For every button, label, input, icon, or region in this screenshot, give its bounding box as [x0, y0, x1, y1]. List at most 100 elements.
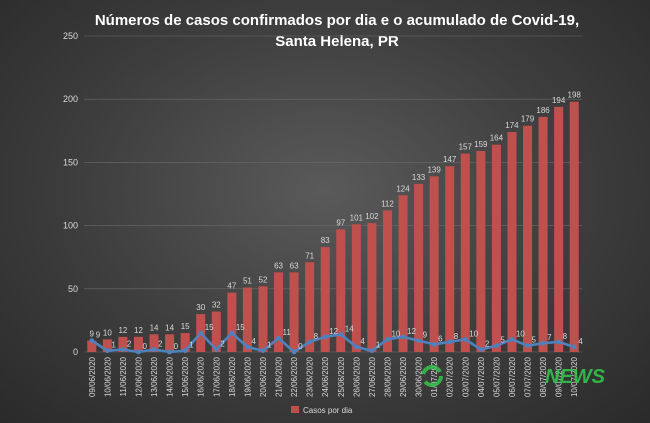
bar — [258, 286, 268, 352]
bar-data-label: 71 — [305, 251, 314, 260]
line-data-label: 11 — [283, 328, 292, 337]
bar — [445, 166, 455, 352]
bar-data-label: 101 — [350, 213, 364, 222]
bar-data-label: 10 — [103, 328, 112, 337]
bar-data-label: 63 — [290, 261, 299, 270]
x-tick-label: 10/07/2020 — [570, 356, 579, 397]
legend-label: Casos por dia — [303, 406, 353, 415]
bar-data-label: 12 — [118, 326, 127, 335]
line-point — [431, 342, 437, 347]
bar — [414, 183, 424, 352]
line-data-label: 15 — [236, 323, 245, 332]
line-data-label: 9 — [96, 331, 101, 340]
line-data-label: 10 — [391, 329, 400, 338]
line-point — [556, 339, 562, 345]
line-point — [245, 344, 250, 350]
x-tick-label: 18/06/2020 — [228, 356, 237, 397]
line-data-label: 8 — [563, 332, 568, 341]
line-point — [104, 348, 110, 354]
line-point — [571, 344, 577, 350]
legend: Casos por dia — [291, 406, 353, 415]
bar-data-label: 139 — [427, 165, 441, 174]
bar — [569, 101, 579, 352]
bar — [320, 247, 330, 352]
bar-data-label: 133 — [412, 173, 426, 182]
line-point — [540, 340, 546, 346]
x-tick-label: 19/06/2020 — [243, 356, 252, 397]
bar — [87, 340, 97, 352]
x-tick-label: 27/06/2020 — [368, 356, 377, 397]
bar — [336, 229, 346, 352]
line-point — [416, 338, 421, 344]
line-point — [494, 343, 499, 349]
y-tick-label: 50 — [68, 284, 78, 294]
bar — [305, 262, 315, 352]
bar — [398, 195, 408, 352]
line-data-label: 6 — [438, 334, 443, 343]
bar — [476, 151, 486, 352]
line-point — [353, 344, 359, 350]
x-tick-label: 13/06/2020 — [150, 356, 159, 397]
line-path — [91, 331, 575, 354]
bar-data-label: 51 — [243, 277, 252, 286]
bar — [523, 125, 533, 352]
x-tick-label: 12/06/2020 — [134, 356, 143, 397]
x-tick-label: 22/06/2020 — [290, 356, 299, 397]
line-data-label: 4 — [578, 337, 583, 346]
line-point — [120, 347, 126, 352]
chart-subtitle: Santa Helena, PR — [275, 33, 399, 50]
x-tick-label: 07/07/2020 — [524, 356, 533, 397]
x-tick-label: 08/07/2020 — [539, 356, 548, 397]
bar — [429, 176, 439, 352]
line-data-label: 5 — [500, 336, 505, 345]
x-tick-label: 30/06/2020 — [415, 356, 424, 397]
line-point — [400, 334, 406, 340]
x-tick-label: 25/06/2020 — [337, 356, 346, 397]
bar — [118, 336, 128, 352]
line-point — [229, 330, 235, 336]
bar-data-label: 159 — [474, 140, 488, 149]
x-tick-label: 09/06/2020 — [88, 356, 97, 397]
bar-data-label: 194 — [552, 96, 566, 105]
line-data-label: 7 — [547, 333, 552, 342]
bar — [382, 210, 392, 352]
line-data-label: 2 — [485, 339, 490, 348]
logo-swirl-icon — [421, 365, 443, 387]
x-tick-label: 23/06/2020 — [306, 356, 315, 397]
bar-data-label: 179 — [521, 115, 535, 124]
x-tick-label: 15/06/2020 — [181, 356, 190, 397]
bar — [274, 272, 284, 352]
bar-data-label: 15 — [181, 322, 190, 331]
line-point — [276, 335, 281, 341]
line-point — [385, 336, 390, 342]
bar — [211, 311, 221, 352]
bar-data-label: 157 — [459, 143, 473, 152]
bar-data-label: 124 — [396, 184, 410, 193]
x-tick-label: 03/07/2020 — [461, 356, 470, 397]
bar — [491, 144, 501, 352]
bar-data-label: 147 — [443, 155, 457, 164]
bar — [149, 334, 159, 352]
bar-data-label: 102 — [365, 212, 379, 221]
y-tick-label: 100 — [63, 221, 78, 231]
line-point — [213, 347, 219, 352]
line-point — [167, 349, 172, 355]
line-data-label: 4 — [251, 337, 256, 346]
line-data-label: 0 — [174, 342, 179, 351]
line-data-label: 8 — [314, 332, 319, 341]
bar-data-label: 83 — [321, 236, 330, 245]
line-data-label: 1 — [267, 341, 272, 350]
bar-data-label: 9 — [90, 330, 95, 339]
line-point — [369, 348, 375, 354]
bar-data-label: 63 — [274, 261, 283, 270]
line-point — [338, 331, 344, 337]
bar-data-label: 30 — [196, 303, 205, 312]
x-tick-label: 05/07/2020 — [492, 356, 501, 397]
line-data-label: 12 — [407, 327, 416, 336]
line-data-label: 0 — [142, 342, 147, 351]
line-data-label: 12 — [329, 327, 338, 336]
x-tick-label: 14/06/2020 — [166, 356, 175, 397]
